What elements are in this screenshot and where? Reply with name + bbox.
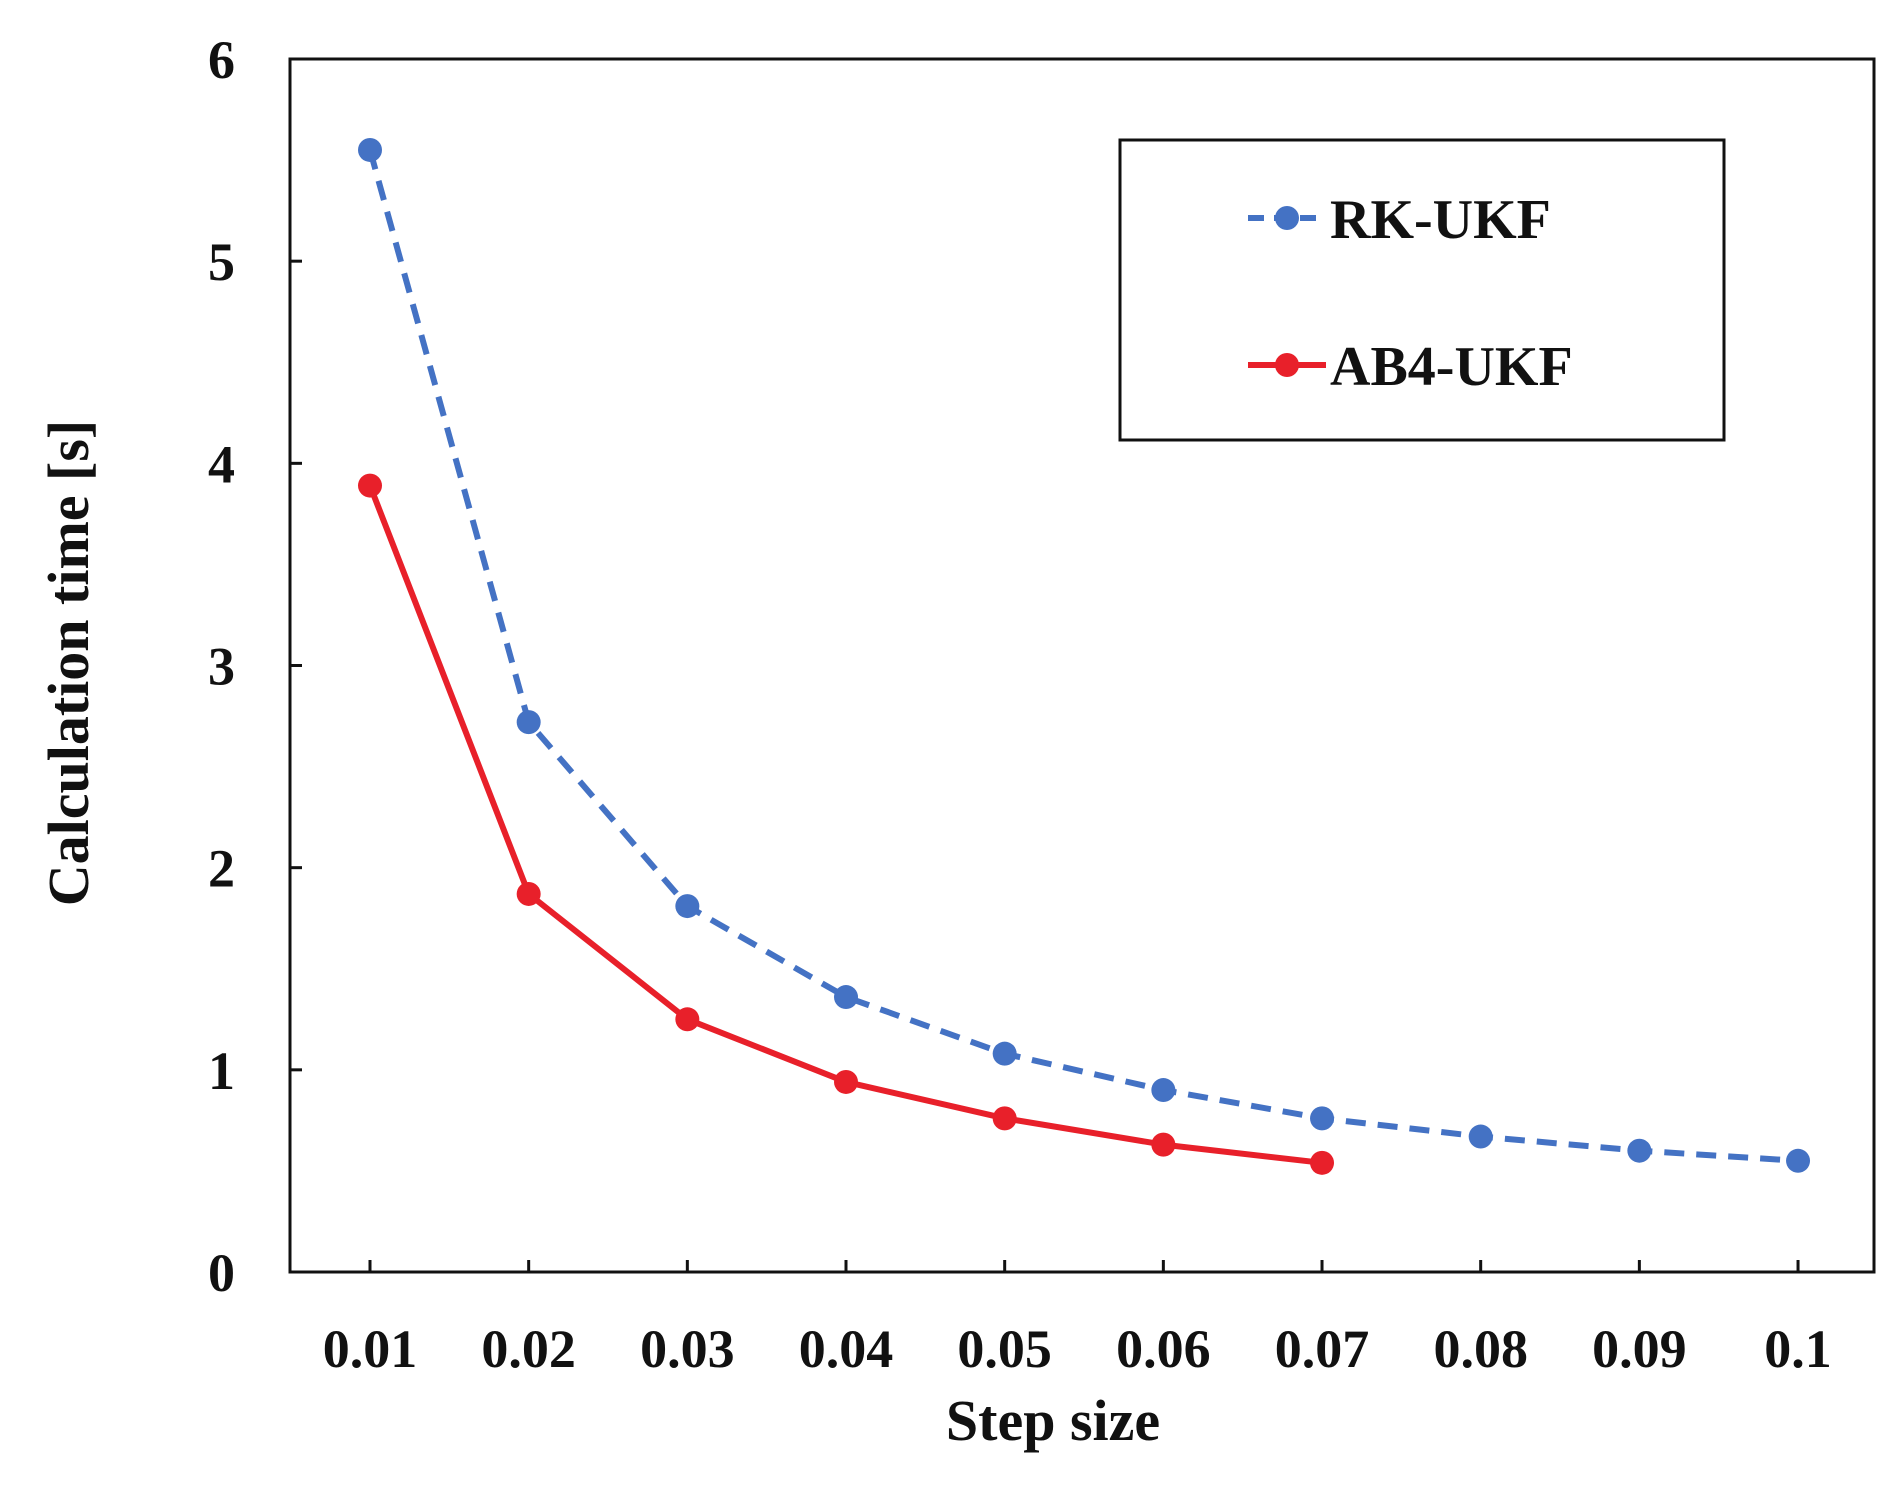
data-point bbox=[1151, 1132, 1176, 1157]
legend: RK-UKF AB4-UKF bbox=[1118, 138, 1726, 442]
legend-box bbox=[1118, 138, 1726, 442]
data-point bbox=[1310, 1106, 1335, 1131]
x-tick-label: 0.03 bbox=[640, 1319, 735, 1379]
data-point bbox=[992, 1041, 1017, 1066]
series-line bbox=[367, 149, 1799, 1164]
x-tick-label: 0.01 bbox=[323, 1319, 418, 1379]
data-point bbox=[834, 1069, 859, 1094]
y-tick-label: 6 bbox=[208, 30, 235, 90]
series-rk-ukf bbox=[358, 137, 1811, 1173]
data-point bbox=[516, 710, 541, 735]
x-tick-label: 0.09 bbox=[1592, 1319, 1687, 1379]
x-tick-label: 0.02 bbox=[481, 1319, 576, 1379]
data-point bbox=[1468, 1124, 1493, 1149]
x-axis-label: Step size bbox=[946, 1388, 1160, 1453]
y-axis-label: Calculation time [s] bbox=[36, 420, 101, 907]
data-point bbox=[675, 894, 700, 919]
series-layer bbox=[358, 137, 1811, 1175]
x-tick-label: 0.08 bbox=[1433, 1319, 1528, 1379]
data-point bbox=[1786, 1148, 1811, 1173]
y-tick-label: 1 bbox=[208, 1041, 235, 1101]
data-point bbox=[992, 1106, 1017, 1131]
legend-label: AB4-UKF bbox=[1330, 336, 1573, 398]
x-tick-label: 0.1 bbox=[1764, 1319, 1832, 1379]
data-point bbox=[1627, 1138, 1652, 1163]
data-point bbox=[1310, 1150, 1335, 1175]
series-ab4-ukf bbox=[358, 473, 1335, 1175]
x-tick-label: 0.06 bbox=[1116, 1319, 1211, 1379]
x-axis: 0.01 0.02 0.03 0.04 0.05 0.06 0.07 0.08 0.09 0.1 bbox=[323, 1260, 1832, 1379]
y-tick-label: 3 bbox=[208, 637, 235, 697]
legend-swatch-marker bbox=[1275, 206, 1299, 230]
data-point bbox=[358, 473, 382, 498]
y-tick-label: 2 bbox=[208, 839, 235, 899]
x-tick-label: 0.04 bbox=[799, 1319, 894, 1379]
y-tick-label: 4 bbox=[208, 434, 235, 494]
y-tick-label: 5 bbox=[208, 232, 235, 292]
y-axis: 0 1 2 3 4 5 6 bbox=[208, 30, 302, 1303]
data-point bbox=[834, 985, 859, 1010]
legend-label: RK-UKF bbox=[1330, 189, 1551, 251]
data-point bbox=[516, 881, 541, 906]
series-line bbox=[367, 484, 1323, 1166]
data-point bbox=[675, 1007, 700, 1032]
data-point bbox=[358, 137, 382, 162]
legend-items: RK-UKF AB4-UKF bbox=[1248, 189, 1573, 398]
y-tick-label: 0 bbox=[208, 1243, 235, 1303]
legend-swatch-marker bbox=[1275, 353, 1299, 377]
data-point bbox=[1151, 1078, 1176, 1103]
x-tick-label: 0.07 bbox=[1275, 1319, 1370, 1379]
x-tick-label: 0.05 bbox=[957, 1319, 1052, 1379]
